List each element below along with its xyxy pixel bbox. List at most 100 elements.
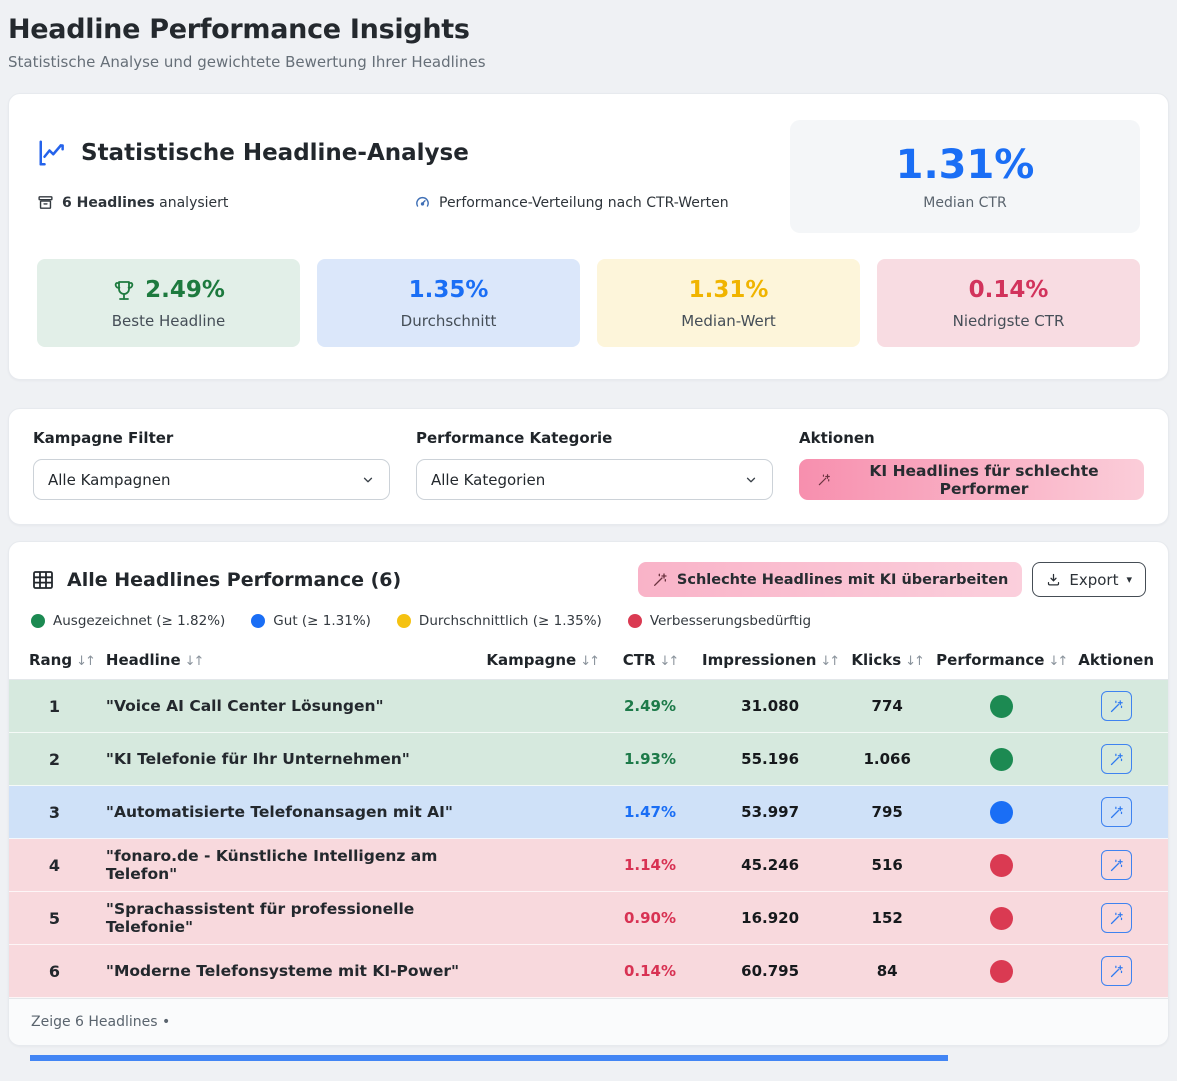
archive-icon	[38, 196, 53, 209]
rank-cell: 1	[48, 696, 61, 716]
clicks-cell: 1.066	[863, 750, 911, 768]
sort-icon[interactable]: ↓↑	[580, 654, 600, 669]
ai-headlines-button[interactable]: KI Headlines für schlechte Performer	[799, 459, 1144, 500]
table-row: 3 "Automatisierte Telefonansagen mit AI" 1…	[9, 785, 1168, 839]
actions-cell	[1072, 786, 1168, 839]
column-header-performance: Performance ↓↑	[930, 643, 1073, 680]
stat-best-headline: 2.49% Beste Headline	[37, 259, 300, 347]
legend-needs-improvement: Verbesserungsbedürftig	[627, 613, 811, 629]
column-header-ctr: CTR ↓↑	[604, 643, 697, 680]
table-row: 6 "Moderne Telefonsysteme mit KI-Power" 0.…	[9, 944, 1168, 998]
campaign-cell	[480, 733, 604, 786]
download-icon	[1048, 573, 1060, 586]
legend-dot-red	[627, 614, 642, 628]
chevron-down-icon	[746, 477, 756, 482]
page-title: Headline Performance Insights	[8, 14, 470, 45]
stat-lowest-ctr: 0.14% Niedrigste CTR	[877, 259, 1140, 347]
median-ctr-value: 1.31%	[895, 141, 1035, 188]
page-subtitle: Statistische Analyse und gewichtete Bewe…	[8, 53, 486, 71]
row-ai-rework-button[interactable]	[1100, 691, 1132, 721]
actions-cell	[1072, 892, 1168, 945]
column-header-actions: Aktionen	[1072, 643, 1168, 680]
stat-value: 0.14%	[968, 276, 1049, 303]
row-ai-rework-button[interactable]	[1100, 956, 1132, 986]
row-ai-rework-button[interactable]	[1100, 797, 1132, 827]
column-header-clicks: Klicks ↓↑	[844, 643, 931, 680]
headline-cell: "Moderne Telefonsysteme mit KI-Power"	[105, 962, 460, 980]
magic-wand-icon	[1110, 805, 1123, 818]
campaign-filter-select[interactable]: Alle Kampagnen	[33, 459, 390, 500]
sort-icon[interactable]: ↓↑	[820, 654, 840, 669]
legend-dot-yellow	[396, 614, 411, 628]
clicks-cell: 84	[876, 962, 898, 980]
table-title: Alle Headlines Performance (6)	[67, 568, 402, 591]
ctr-cell: 0.90%	[623, 909, 677, 927]
performance-cell	[930, 839, 1072, 892]
headline-cell: "Sprachassistent für professionelle Tele…	[105, 900, 415, 936]
headlines-count: 6 Headlines	[62, 194, 155, 211]
actions-cell	[1072, 839, 1168, 892]
campaign-filter-value: Alle Kampagnen	[48, 470, 171, 489]
distribution-meta: Performance-Verteilung nach CTR-Werten	[414, 194, 729, 211]
rank-cell: 2	[48, 749, 61, 769]
actions-cell	[1072, 733, 1168, 786]
legend-label: Durchschnittlich (≥ 1.35%)	[418, 613, 602, 629]
clicks-cell: 152	[871, 909, 903, 927]
performance-cell	[930, 945, 1072, 998]
headlines-table-card: Alle Headlines Performance (6) Schlechte…	[8, 541, 1169, 1046]
filter-bar: Kampagne Filter Alle Kampagnen Performan…	[8, 408, 1169, 525]
sort-icon[interactable]: ↓↑	[184, 654, 205, 669]
headlines-analyzed-meta: 6 Headlines analysiert	[37, 194, 414, 211]
category-filter-value: Alle Kategorien	[431, 470, 546, 489]
headline-cell: "Automatisierte Telefonansagen mit AI"	[105, 803, 454, 821]
median-ctr-label: Median CTR	[923, 194, 1007, 211]
performance-dot	[989, 747, 1013, 771]
actions-label: Aktionen	[799, 429, 875, 447]
stat-average: 1.35% Durchschnitt	[317, 259, 580, 347]
stat-label: Median-Wert	[681, 311, 776, 330]
sort-icon[interactable]: ↓↑	[659, 654, 680, 669]
headlines-count-suffix: analysiert	[154, 194, 229, 211]
ctr-cell: 2.49%	[623, 697, 677, 715]
table-row: 1 "Voice AI Call Center Lösungen" 2.49% 31.…	[9, 679, 1168, 733]
rank-cell: 4	[48, 855, 61, 875]
performance-dot	[989, 694, 1013, 718]
export-button[interactable]: Export ▾	[1032, 562, 1146, 597]
category-filter-select[interactable]: Alle Kategorien	[416, 459, 773, 500]
stat-label: Durchschnitt	[400, 311, 497, 330]
ctr-cell: 1.47%	[623, 803, 677, 821]
performance-dot	[989, 906, 1013, 930]
sort-icon[interactable]: ↓↑	[76, 654, 96, 669]
sort-icon[interactable]: ↓↑	[1048, 654, 1068, 669]
column-header-headline: Headline ↓↑	[99, 643, 481, 680]
magic-wand-icon	[1110, 964, 1123, 977]
headline-cell: "Voice AI Call Center Lösungen"	[105, 697, 384, 715]
row-ai-rework-button[interactable]	[1100, 744, 1132, 774]
impressions-cell: 45.246	[741, 856, 800, 874]
campaign-filter-label: Kampagne Filter	[33, 429, 174, 447]
campaign-cell	[480, 680, 604, 733]
rework-bad-headlines-button[interactable]: Schlechte Headlines mit KI überarbeiten	[637, 562, 1023, 597]
performance-dot	[989, 800, 1013, 824]
table-row: 4 "fonaro.de - Künstliche Intelligenz am …	[9, 838, 1168, 892]
campaign-cell	[480, 945, 604, 998]
legend-label: Gut (≥ 1.31%)	[273, 613, 371, 629]
column-header-campaign: Kampagne ↓↑	[480, 643, 605, 680]
rank-cell: 5	[48, 908, 61, 928]
legend-dot-green	[31, 614, 45, 628]
legend-excellent: Ausgezeichnet (≥ 1.82%)	[31, 613, 225, 629]
impressions-cell: 16.920	[741, 909, 800, 927]
ctr-cell: 1.93%	[623, 750, 677, 768]
ctr-cell: 0.14%	[623, 962, 677, 980]
stat-label: Niedrigste CTR	[952, 311, 1065, 330]
headline-cell: "KI Telefonie für Ihr Unternehmen"	[105, 750, 410, 768]
clicks-cell: 516	[871, 856, 903, 874]
row-ai-rework-button[interactable]	[1100, 850, 1132, 880]
performance-dot	[989, 959, 1013, 983]
row-ai-rework-button[interactable]	[1100, 903, 1132, 933]
sort-icon[interactable]: ↓↑	[905, 654, 925, 669]
table-header-row: Rang ↓↑ Headline ↓↑ Kampagne ↓↑ CTR ↓↑ Impre…	[9, 643, 1168, 680]
performance-cell	[930, 680, 1072, 733]
impressions-cell: 53.997	[741, 803, 800, 821]
legend-good: Gut (≥ 1.31%)	[251, 613, 371, 629]
